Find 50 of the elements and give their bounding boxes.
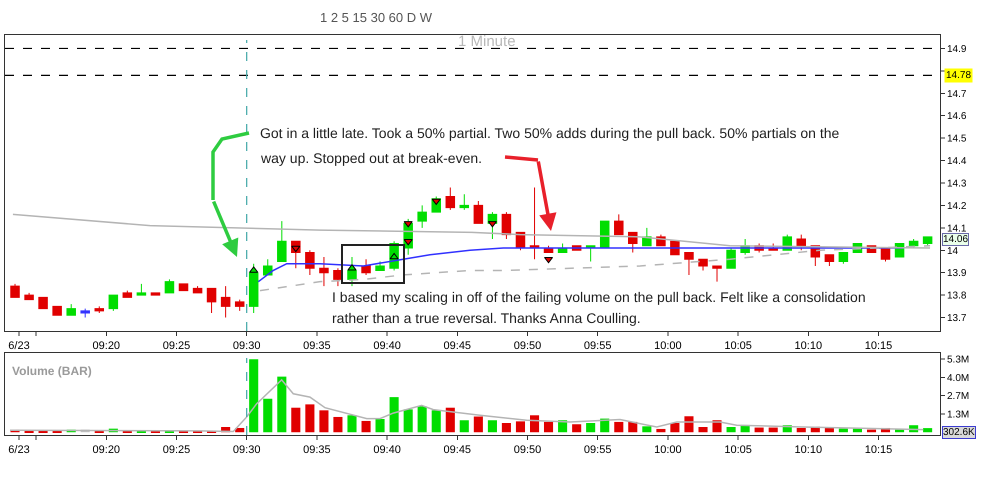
x-tick-label: 6/23 (8, 340, 30, 352)
x-tick-label: 10:05 (724, 340, 752, 352)
y-tick-label: 5.3M (947, 354, 970, 366)
y-tick-label: 14.2 (947, 200, 967, 212)
x-tick-label: 09:35 (303, 444, 331, 456)
x-tick-label: 09:50 (514, 444, 542, 456)
x-tick-label: 10:00 (654, 340, 682, 352)
text: Volume (BAR) (12, 364, 92, 378)
text: 1 2 5 15 30 60 D W (320, 10, 433, 25)
y-tick-label: 2.7M (947, 391, 970, 402)
x-tick-label: 09:20 (92, 444, 120, 456)
x-tick-label: 10:10 (794, 340, 822, 352)
x-tick-label: 09:40 (373, 340, 401, 352)
y-tick-label: 14 (947, 246, 959, 257)
x-tick-label: 09:50 (514, 340, 542, 352)
y-tick-label: 4.0M (947, 372, 970, 384)
x-tick-label: 09:30 (232, 444, 260, 456)
y-tick-label: 14.1 (947, 223, 967, 234)
y-tick-label: 14.6 (947, 111, 967, 122)
y-tick-label: 13.7 (947, 313, 967, 324)
ref-line-label: 14.78 (946, 70, 972, 81)
x-tick-label: 10:05 (724, 444, 752, 456)
x-tick-label: 09:40 (373, 444, 401, 456)
x-tick-label: 10:10 (794, 444, 822, 456)
x-tick-label: 09:25 (162, 444, 190, 456)
x-tick-label: 09:45 (444, 340, 472, 352)
x-tick-label: 09:45 (444, 444, 472, 456)
chart-title: 1 Minute (458, 33, 516, 50)
x-tick-label: 10:15 (864, 444, 892, 456)
y-tick-label: 13.8 (947, 290, 967, 302)
y-tick-label: 14.4 (947, 156, 967, 168)
x-tick-label: 09:30 (232, 340, 260, 352)
x-tick-label: 09:35 (303, 340, 331, 352)
x-tick-label: 09:55 (584, 340, 612, 352)
x-tick-label: 10:15 (864, 340, 892, 352)
y-tick-label: 14.5 (947, 134, 967, 145)
x-tick-label: 09:25 (162, 340, 190, 352)
y-tick-label: 1.3M (947, 409, 970, 420)
y-tick-label: 14.9 (947, 44, 967, 55)
text: 302.6K (943, 427, 976, 438)
y-tick-label: 13.9 (947, 268, 967, 280)
text: 14.06 (943, 234, 968, 245)
x-tick-label: 10:00 (654, 444, 682, 456)
y-tick-label: 14.3 (947, 178, 967, 190)
x-tick-label: 09:20 (92, 340, 120, 352)
x-tick-label: 09:55 (584, 444, 612, 456)
annotation: Got in a little late. Took a 50% partial. Two 50% adds during the pull back. 50% partials on the way up. Stopped out at break-even. (260, 125, 840, 166)
y-tick-label: 14.7 (947, 88, 967, 100)
x-tick-label: 6/23 (8, 444, 30, 456)
annotation: I based my scaling in off of the failing volume on the pull back. Felt like a consolidation rather than a true reversal. Thanks Anna Coulling. (332, 289, 866, 326)
